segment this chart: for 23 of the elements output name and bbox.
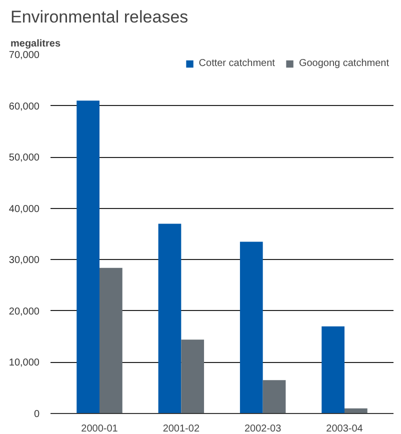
legend-label: Googong catchment [298, 58, 389, 69]
bar [76, 100, 100, 414]
legend-label: Cotter catchment [198, 58, 275, 69]
y-tick-label: 0 [34, 409, 40, 420]
y-tick-label: 70,000 [8, 50, 40, 61]
y-tick-label: 30,000 [8, 255, 40, 266]
y-axis-title: megalitres [10, 38, 61, 50]
y-tick-label: 60,000 [8, 101, 40, 112]
bar [322, 326, 344, 414]
y-tick-label: 20,000 [8, 306, 40, 318]
bar [240, 242, 263, 414]
y-tick-label: 50,000 [8, 152, 40, 164]
x-tick-label: 2003-04 [326, 424, 364, 434]
y-tick-label: 40,000 [8, 204, 40, 215]
bar [262, 380, 286, 414]
bar [158, 224, 182, 414]
bar [100, 268, 122, 414]
chart-title: Environmental releases [10, 8, 188, 26]
x-tick-label: 2001-02 [162, 424, 200, 434]
x-tick-label: 2002-03 [244, 424, 282, 434]
x-tick-label: 2000-01 [81, 424, 118, 434]
y-tick-label: 10,000 [8, 358, 40, 369]
bar [181, 340, 204, 414]
